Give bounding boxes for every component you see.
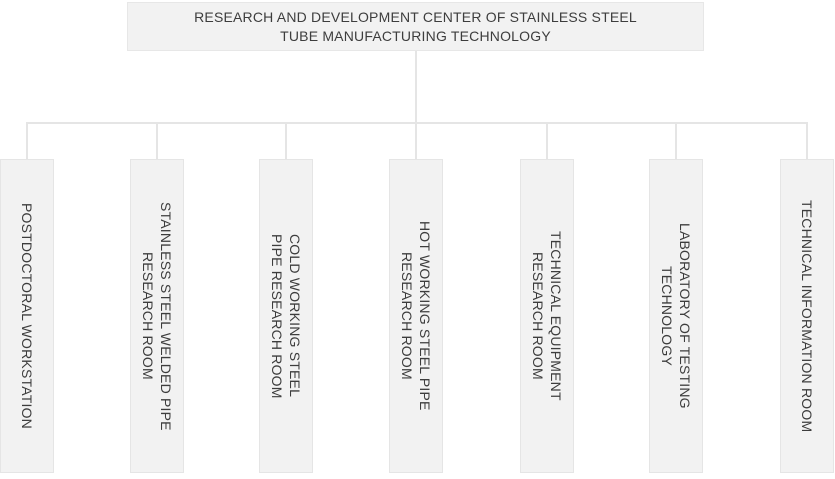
root-label: RESEARCH AND DEVELOPMENT CENTER OF STAIN… — [194, 8, 637, 44]
dept-label: STAINLESS STEEL WELDED PIPE RESEARCH ROO… — [140, 201, 174, 431]
dept-label: COLD WORKING STEEL PIPE RESEARCH ROOM — [269, 233, 303, 399]
dept-box-laboratory-of-testing-technology: LABORATORY OF TESTING TECHNOLOGY — [649, 159, 703, 473]
dept-label: TECHNICAL INFORMATION ROOM — [799, 199, 815, 433]
connector-stub-line — [156, 122, 158, 160]
connector-horizontal-line — [26, 122, 808, 124]
dept-box-technical-information-room: TECHNICAL INFORMATION ROOM — [780, 159, 834, 473]
connector-stub-line — [26, 122, 28, 160]
dept-label: POSTDOCTORAL WORKSTATION — [19, 203, 35, 429]
dept-box-stainless-steel-welded-pipe-research-room: STAINLESS STEEL WELDED PIPE RESEARCH ROO… — [130, 159, 184, 473]
dept-box-technical-equipment-research-room: TECHNICAL EQUIPMENT RESEARCH ROOM — [520, 159, 574, 473]
dept-box-hot-working-steel-pipe-research-room: HOT WORKING STEEL PIPE RESEARCH ROOM — [389, 159, 443, 473]
dept-label: LABORATORY OF TESTING TECHNOLOGY — [659, 223, 693, 409]
dept-box-cold-working-steel-pipe-research-room: COLD WORKING STEEL PIPE RESEARCH ROOM — [259, 159, 313, 473]
connector-stub-line — [675, 122, 677, 160]
connector-stub-line — [285, 122, 287, 160]
connector-trunk-line — [415, 51, 417, 160]
connector-stub-line — [546, 122, 548, 160]
dept-label: HOT WORKING STEEL PIPE RESEARCH ROOM — [399, 221, 433, 411]
dept-label: TECHNICAL EQUIPMENT RESEARCH ROOM — [530, 231, 564, 401]
root-box: RESEARCH AND DEVELOPMENT CENTER OF STAIN… — [127, 2, 704, 51]
dept-box-postdoctoral-workstation: POSTDOCTORAL WORKSTATION — [0, 159, 54, 473]
connector-stub-line — [806, 122, 808, 160]
